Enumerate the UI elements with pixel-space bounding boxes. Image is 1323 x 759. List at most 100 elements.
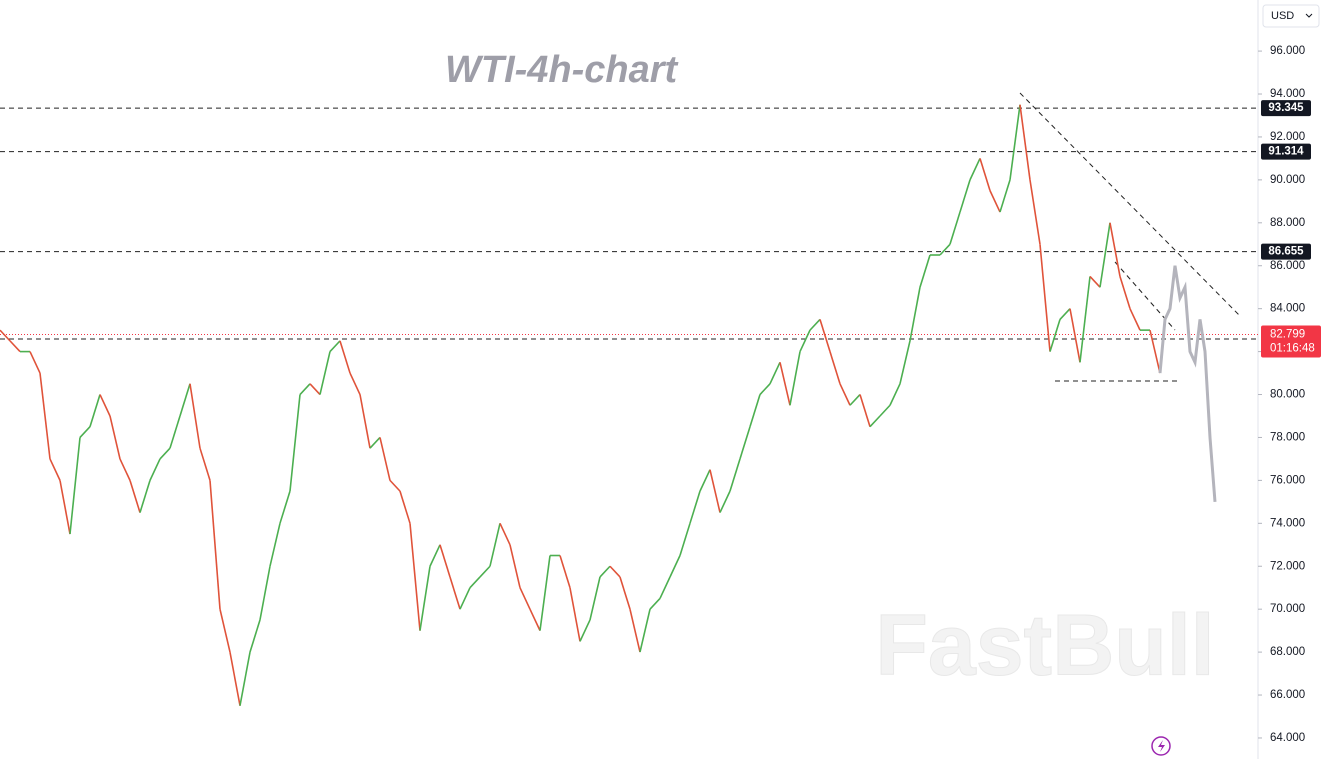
price-segment <box>399 490 411 524</box>
chart-title: WTI-4h-chart <box>445 49 679 91</box>
price-segment <box>99 394 111 417</box>
price-segment <box>69 437 81 535</box>
y-tick-label: 92.000 <box>1270 131 1305 143</box>
price-segment <box>329 340 341 353</box>
y-tick-label: 78.000 <box>1270 431 1305 443</box>
y-tick-label: 70.000 <box>1270 603 1305 615</box>
currency-select[interactable]: USD <box>1262 4 1320 28</box>
level-box <box>1261 243 1311 260</box>
price-segment <box>509 544 521 588</box>
price-segment <box>809 318 821 331</box>
price-segment <box>959 179 971 213</box>
price-segment <box>939 243 951 256</box>
price-segment <box>189 383 201 449</box>
price-label: 82.799 <box>1270 328 1305 340</box>
price-segment <box>899 340 911 384</box>
price-segment <box>1119 276 1131 309</box>
price-segment <box>49 458 61 481</box>
price-segment <box>9 340 21 353</box>
price-segment <box>639 608 651 653</box>
price-segment <box>969 158 981 181</box>
price-segment <box>579 619 591 642</box>
currency-label[interactable]: USD <box>1271 10 1294 22</box>
price-segment <box>79 426 91 439</box>
price-segment <box>799 329 811 352</box>
price-segment <box>229 651 241 706</box>
price-segment <box>429 544 441 567</box>
price-segment <box>1109 222 1121 277</box>
price-segment <box>249 619 261 653</box>
trendline <box>1019 92 1241 317</box>
price-segment <box>1089 275 1101 288</box>
price-segment <box>769 361 781 385</box>
price-segment <box>989 190 1001 213</box>
price-segment <box>299 383 311 396</box>
price-segment <box>119 458 131 481</box>
price-segment <box>869 415 881 428</box>
price-segment <box>849 393 861 406</box>
price-segment <box>819 319 831 352</box>
y-tick-label: 94.000 <box>1270 88 1305 100</box>
price-segment <box>909 287 921 342</box>
price-segment <box>129 480 141 513</box>
y-tick-label: 86.000 <box>1270 260 1305 272</box>
price-segment <box>729 458 741 492</box>
price-segment <box>109 415 121 460</box>
price-segment <box>949 211 961 245</box>
price-segment <box>1059 308 1071 320</box>
price-segment <box>379 437 391 481</box>
y-tick-label: 90.000 <box>1270 174 1305 186</box>
price-timer: 01:16:48 <box>1270 342 1315 354</box>
price-segment <box>0 329 11 342</box>
y-tick-label: 66.000 <box>1270 689 1305 701</box>
price-segment <box>649 597 661 610</box>
price-segment <box>609 565 621 578</box>
price-segment <box>389 479 401 492</box>
currency-box[interactable] <box>1262 4 1320 28</box>
price-segment <box>829 351 841 385</box>
price-segment <box>139 480 151 513</box>
price-segment <box>239 651 251 706</box>
price-segment <box>149 458 161 481</box>
price-segment <box>889 383 901 406</box>
level-box <box>1261 100 1311 117</box>
trendlines <box>0 92 1258 382</box>
price-segment <box>469 576 481 589</box>
price-segment <box>89 394 101 427</box>
price-segment <box>449 576 461 610</box>
price-segment <box>1049 319 1061 352</box>
price-segment <box>289 394 301 492</box>
price-segment <box>629 608 641 653</box>
price-segment <box>179 383 191 417</box>
price-segment <box>159 447 171 460</box>
price-segment <box>279 490 291 524</box>
price-segment <box>39 372 51 460</box>
price-segment <box>359 394 371 449</box>
price-segment <box>369 436 381 449</box>
price-segment <box>529 608 541 631</box>
price-segment <box>1009 104 1021 180</box>
price-segment <box>219 608 231 653</box>
lightning-icon[interactable] <box>1151 736 1171 756</box>
price-segment <box>499 522 511 546</box>
y-tick-label: 72.000 <box>1270 560 1305 572</box>
price-segment <box>539 555 551 631</box>
price-segment <box>259 566 271 621</box>
price-segment <box>739 426 751 460</box>
price-segment <box>339 340 351 374</box>
price-segment <box>209 480 221 610</box>
chevron[interactable] <box>1305 13 1313 18</box>
price-segment <box>569 587 581 642</box>
icon-circle[interactable] <box>1151 736 1171 756</box>
price-segment <box>999 179 1011 213</box>
icon-bolt[interactable] <box>1158 740 1165 752</box>
price-segment <box>1129 308 1141 331</box>
price-segment <box>749 394 761 427</box>
price-segment <box>1099 222 1111 288</box>
price-segment <box>409 523 421 631</box>
price-segment <box>719 490 731 513</box>
price-segment <box>1029 179 1041 245</box>
price-segment <box>789 351 801 406</box>
price-segment <box>199 447 211 481</box>
